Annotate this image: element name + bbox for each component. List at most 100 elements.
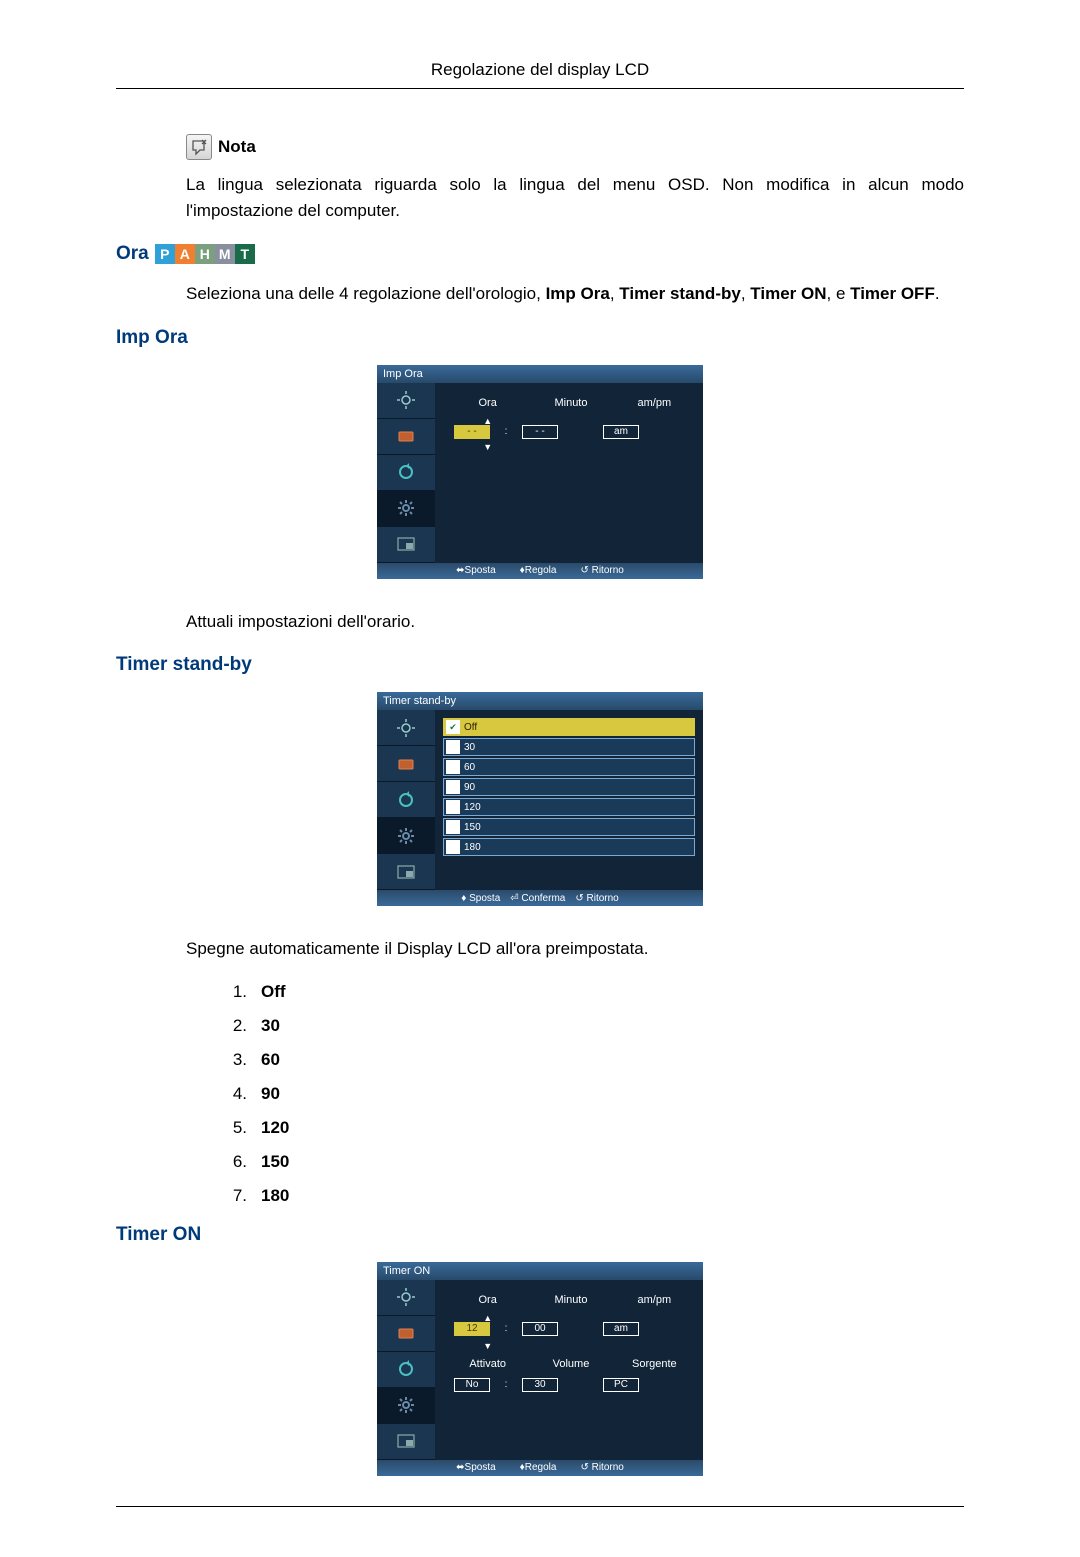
osd-sb-pip-icon[interactable] <box>377 1424 435 1460</box>
osd-sb-brightness-icon[interactable] <box>377 1280 435 1316</box>
check-icon: ✔ <box>446 760 460 774</box>
note-icon <box>186 134 212 160</box>
imp-ora-col-ora: Ora <box>449 395 526 411</box>
osd-sb-input-icon[interactable] <box>377 1316 435 1352</box>
up-arrow-icon[interactable]: ▲ <box>449 417 526 425</box>
standby-option-120[interactable]: ✔120 <box>443 798 695 816</box>
badge-h: H <box>195 244 215 264</box>
ora-bold-1: Timer stand-by <box>619 284 741 303</box>
osd-sb-loop-icon[interactable] <box>377 782 435 818</box>
ora-text-prefix: Seleziona una delle 4 regolazione dell'o… <box>186 284 546 303</box>
badge-t: T <box>235 244 255 264</box>
standby-option-180[interactable]: ✔180 <box>443 838 695 856</box>
ora-description: Seleziona una delle 4 regolazione dell'o… <box>116 281 964 307</box>
footer-regola: ♦Regola <box>520 1462 557 1473</box>
imp-ora-val-ora[interactable]: - - <box>454 425 490 439</box>
timer-on-val-ora[interactable]: 12 <box>454 1322 490 1336</box>
timer-on-val-attivato[interactable]: No <box>454 1378 490 1392</box>
footer-regola: ♦Regola <box>520 565 557 576</box>
timer-on-col-attivato: Attivato <box>449 1356 526 1372</box>
osd-sb-pip-icon[interactable] <box>377 527 435 563</box>
imp-ora-caption: Attuali impostazioni dell'orario. <box>116 609 964 635</box>
ol-num: 5. <box>231 1118 247 1138</box>
check-icon: ✔ <box>446 820 460 834</box>
footer-sposta: ⬌Sposta <box>456 565 496 576</box>
osd-sidebar[interactable] <box>377 383 435 563</box>
footer-ritorno: ↺ Ritorno <box>580 1462 623 1473</box>
down-arrow-icon[interactable]: ▼ <box>449 443 526 451</box>
check-icon: ✔ <box>446 840 460 854</box>
ol-val-off: Off <box>261 982 286 1002</box>
timer-on-col-volume: Volume <box>532 1356 609 1372</box>
timer-standby-caption: Spegne automaticamente il Display LCD al… <box>116 936 964 962</box>
osd-sb-loop-icon[interactable] <box>377 1352 435 1388</box>
ora-bold-0: Imp Ora <box>546 284 610 303</box>
mode-badges: P A H M T <box>155 244 255 264</box>
ol-num: 1. <box>231 982 247 1002</box>
note-row: Nota <box>116 134 964 160</box>
time-separator: : <box>505 1323 508 1334</box>
timer-on-osd: Timer ON Ora Minuto am/pm ▲ <box>116 1262 964 1476</box>
osd-footer: ♦ Sposta ⏎ Conferma ↺ Ritorno <box>377 890 703 906</box>
imp-ora-col-min: Minuto <box>532 395 609 411</box>
ol-num: 4. <box>231 1084 247 1104</box>
osd-sb-pip-icon[interactable] <box>377 854 435 890</box>
footer-conferma: ⏎ Conferma <box>510 893 565 904</box>
standby-ordered-list: 1.Off 2.30 3.60 4.90 5.120 6.150 7.180 <box>116 982 964 1206</box>
badge-m: M <box>215 244 235 264</box>
osd-sb-input-icon[interactable] <box>377 746 435 782</box>
timer-on-col-sorgente: Sorgente <box>616 1356 693 1372</box>
imp-ora-val-min[interactable]: - - <box>522 425 558 439</box>
timer-standby-osd: Timer stand-by ✔Off ✔30 ✔60 ✔90 ✔120 ✔15… <box>116 692 964 906</box>
page-title: Regolazione del display LCD <box>116 60 964 89</box>
timer-on-val-ampm[interactable]: am <box>603 1322 639 1336</box>
badge-a: A <box>175 244 195 264</box>
osd-titlebar: Timer ON <box>377 1262 703 1280</box>
footer-ritorno: ↺ Ritorno <box>575 893 618 904</box>
timer-on-col-ora: Ora <box>449 1292 526 1308</box>
osd-sb-gear-icon[interactable] <box>377 818 435 854</box>
down-arrow-icon[interactable]: ▼ <box>449 1342 526 1350</box>
standby-option-60[interactable]: ✔60 <box>443 758 695 776</box>
note-text: La lingua selezionata riguarda solo la l… <box>116 172 964 223</box>
ora-bold-2: Timer ON <box>750 284 826 303</box>
ol-val-120: 120 <box>261 1118 289 1138</box>
osd-sb-brightness-icon[interactable] <box>377 383 435 419</box>
timer-on-val-sorgente[interactable]: PC <box>603 1378 639 1392</box>
ol-val-180: 180 <box>261 1186 289 1206</box>
section-ora-title: Ora <box>116 243 149 265</box>
ol-val-150: 150 <box>261 1152 289 1172</box>
osd-sb-brightness-icon[interactable] <box>377 710 435 746</box>
time-separator: : <box>505 426 508 437</box>
timer-on-val-volume[interactable]: 30 <box>522 1378 558 1392</box>
osd-sidebar[interactable] <box>377 710 435 890</box>
standby-option-90[interactable]: ✔90 <box>443 778 695 796</box>
standby-option-150[interactable]: ✔150 <box>443 818 695 836</box>
osd-sidebar[interactable] <box>377 1280 435 1460</box>
note-label: Nota <box>218 137 256 157</box>
check-icon: ✔ <box>446 780 460 794</box>
osd-sb-loop-icon[interactable] <box>377 455 435 491</box>
footer-ritorno: ↺ Ritorno <box>580 565 623 576</box>
osd-titlebar: Imp Ora <box>377 365 703 383</box>
timer-standby-title: Timer stand-by <box>116 654 964 676</box>
footer-rule <box>116 1506 964 1507</box>
osd-sb-gear-icon[interactable] <box>377 1388 435 1424</box>
standby-option-off[interactable]: ✔Off <box>443 718 695 736</box>
osd-footer: ⬌Sposta ♦Regola ↺ Ritorno <box>377 563 703 579</box>
timer-on-col-ampm: am/pm <box>616 1292 693 1308</box>
imp-ora-osd: Imp Ora Ora Minuto am/pm ▲ <box>116 365 964 579</box>
up-arrow-icon[interactable]: ▲ <box>449 1314 526 1322</box>
standby-option-30[interactable]: ✔30 <box>443 738 695 756</box>
imp-ora-title: Imp Ora <box>116 327 964 349</box>
osd-sb-input-icon[interactable] <box>377 419 435 455</box>
check-icon: ✔ <box>446 720 460 734</box>
standby-option-list[interactable]: ✔Off ✔30 ✔60 ✔90 ✔120 ✔150 ✔180 <box>435 710 703 890</box>
osd-sb-gear-icon[interactable] <box>377 491 435 527</box>
timer-on-val-min[interactable]: 00 <box>522 1322 558 1336</box>
ol-val-30: 30 <box>261 1016 280 1036</box>
ol-num: 6. <box>231 1152 247 1172</box>
imp-ora-val-ampm[interactable]: am <box>603 425 639 439</box>
footer-sposta: ⬌Sposta <box>456 1462 496 1473</box>
time-separator: : <box>505 1379 508 1390</box>
